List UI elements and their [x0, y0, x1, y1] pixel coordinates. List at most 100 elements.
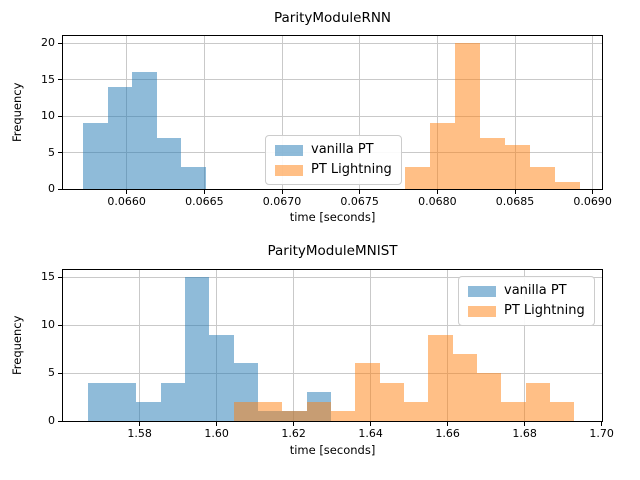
gridline [203, 36, 205, 189]
x-tick-label: 0.0690 [573, 195, 612, 208]
hist-bar [83, 123, 108, 189]
chart-title-mnist: ParityModuleMNIST [267, 243, 398, 259]
tick-mark [203, 190, 205, 194]
tick-mark [58, 152, 62, 154]
hist-bar [132, 72, 157, 189]
hist-bar [529, 167, 555, 189]
legend-label: PT Lightning [311, 162, 392, 177]
gridline [293, 270, 295, 421]
tick-mark [58, 115, 62, 117]
y-tick-label: 15 [41, 72, 55, 86]
y-tick-label: 10 [41, 318, 55, 332]
hist-bar [282, 411, 307, 421]
x-axis-label: time [seconds] [289, 210, 376, 224]
tick-mark [592, 190, 594, 194]
hist-bar [504, 145, 530, 189]
hist-bar [549, 401, 575, 421]
hist-bar [233, 401, 258, 421]
gridline [63, 79, 602, 81]
tick-mark [524, 422, 526, 426]
y-axis-label: Frequency [10, 315, 24, 376]
gridline [592, 36, 594, 189]
y-tick-label: 10 [41, 109, 55, 123]
gridline [63, 115, 602, 117]
hist-bar [111, 382, 137, 421]
x-tick-label: 1.64 [358, 427, 383, 440]
tick-mark [58, 276, 62, 278]
chart-title-rnn: ParityModuleRNN [273, 10, 392, 26]
legend-label: vanilla PT [504, 283, 567, 298]
hist-bar [501, 401, 526, 421]
hist-bar [452, 353, 477, 421]
hist-bar [160, 382, 185, 421]
legend-item: vanilla PT [275, 142, 392, 158]
hist-bar [379, 382, 404, 421]
tick-mark [58, 42, 62, 44]
hist-bar [554, 181, 580, 189]
hist-bar [136, 401, 161, 421]
tick-mark [58, 420, 62, 422]
x-tick-label: 0.0670 [262, 195, 302, 208]
hist-bar [87, 382, 112, 421]
x-tick-label: 0.0660 [107, 195, 146, 208]
hist-bar [181, 167, 206, 189]
legend-patch-vanilla-pt [275, 144, 303, 156]
hist-bar [257, 401, 283, 421]
hist-bar [330, 411, 356, 421]
y-tick-label: 0 [48, 182, 55, 195]
x-tick-label: 0.0675 [340, 195, 379, 208]
tick-mark [370, 422, 372, 426]
tick-mark [281, 190, 283, 194]
hist-bar [429, 123, 455, 189]
legend-item: PT Lightning [275, 162, 392, 178]
tick-mark [58, 188, 62, 190]
y-tick-label: 20 [41, 36, 55, 50]
gridline [63, 42, 602, 44]
gridline [63, 324, 602, 326]
hist-bar [403, 401, 429, 421]
x-tick-label: 0.0680 [418, 195, 457, 208]
tick-mark [58, 372, 62, 374]
hist-bar [156, 138, 182, 189]
hist-bar [355, 363, 380, 421]
hist-bar [404, 167, 430, 189]
tick-mark [359, 190, 361, 194]
y-tick-label: 15 [41, 270, 55, 284]
x-tick-label: 1.62 [281, 427, 306, 440]
hist-bar [428, 334, 453, 421]
x-tick-label: 1.58 [127, 427, 152, 440]
x-tick-label: 1.68 [512, 427, 537, 440]
y-tick-label: 5 [48, 145, 55, 159]
tick-mark [216, 422, 218, 426]
tick-mark [139, 422, 141, 426]
hist-bar [454, 43, 480, 189]
hist-bar [476, 373, 502, 421]
tick-mark [436, 190, 438, 194]
gridline [524, 270, 526, 421]
x-axis-label: time [seconds] [289, 443, 376, 457]
legend: vanilla PT PT Lightning [458, 276, 595, 326]
x-tick-label: 1.60 [204, 427, 229, 440]
tick-mark [58, 324, 62, 326]
y-tick-label: 0 [48, 414, 55, 427]
gridline [63, 276, 602, 278]
x-tick-label: 1.66 [435, 427, 460, 440]
hist-bar [107, 87, 133, 189]
legend: vanilla PT PT Lightning [265, 135, 402, 185]
legend-patch-pt-lightning [468, 305, 496, 317]
gridline [63, 372, 602, 374]
gridline [436, 36, 438, 189]
gridline [281, 36, 283, 189]
tick-mark [601, 422, 603, 426]
tick-mark [514, 190, 516, 194]
tick-mark [447, 422, 449, 426]
gridline [514, 36, 516, 189]
legend-item: vanilla PT [468, 283, 585, 299]
gridline [370, 270, 372, 421]
x-tick-label: 0.0685 [495, 195, 535, 208]
gridline [139, 270, 141, 421]
legend-item: PT Lightning [468, 303, 585, 319]
x-tick-label: 0.0665 [185, 195, 224, 208]
x-tick-label: 1.70 [589, 427, 614, 440]
